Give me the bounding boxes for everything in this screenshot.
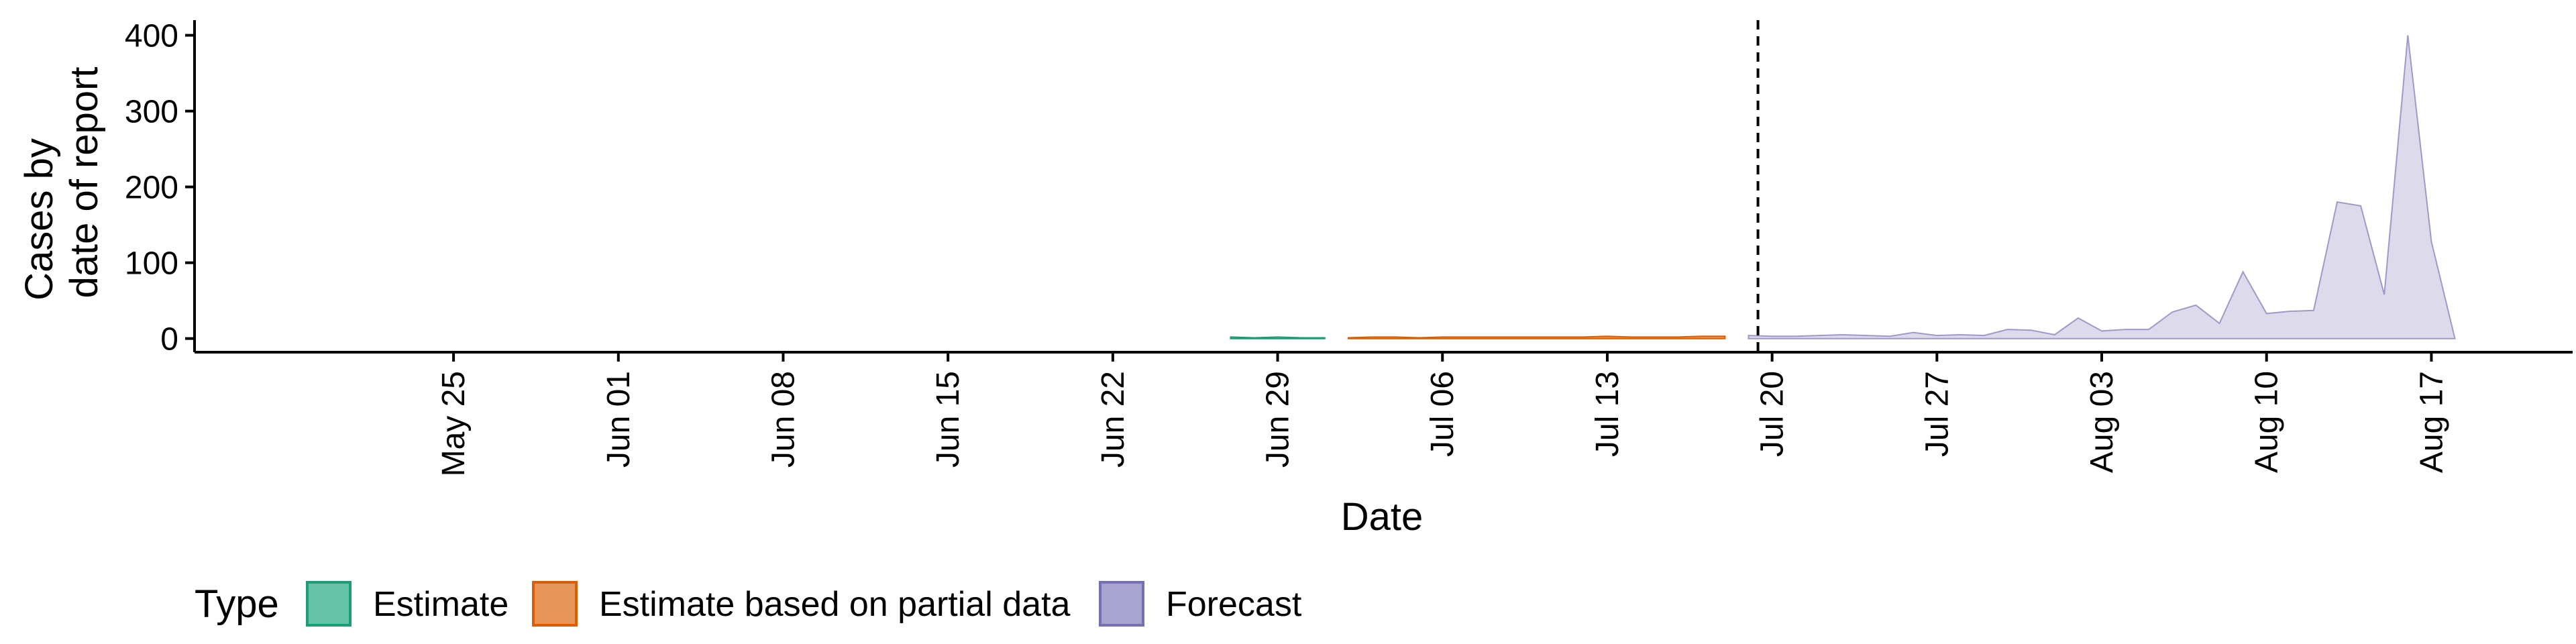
legend-title: Type	[195, 582, 279, 626]
series-band-1	[1347, 335, 1726, 339]
y-axis-title-line1: Cases by	[17, 138, 61, 301]
legend-key-2	[1099, 581, 1144, 627]
x-tick-label: Aug 17	[2414, 371, 2449, 473]
y-tick-label: 400	[125, 19, 178, 54]
legend: Type Estimate Estimate based on partial da…	[195, 581, 1302, 627]
x-tick-label: Jul 06	[1425, 371, 1460, 457]
x-tick-label: Jun 29	[1260, 371, 1296, 468]
x-tick-label: Jul 20	[1755, 371, 1790, 457]
plot-area	[1230, 20, 2456, 352]
x-tick-label: Jun 01	[601, 371, 637, 468]
series-band-0	[1230, 336, 1326, 339]
x-tick-label: Aug 10	[2249, 371, 2285, 473]
y-axis-title: Cases by date of report	[17, 67, 106, 301]
x-axis: May 25 Jun 01 Jun 08 Jun 15 Jun 22 Jun 29 Jul …	[195, 351, 2573, 476]
legend-key-1	[532, 581, 578, 627]
y-tick-label: 200	[125, 170, 178, 206]
legend-label-2: Forecast	[1166, 585, 1302, 624]
y-tick-label: 100	[125, 246, 178, 282]
y-axis: 0 100 200 300 400	[125, 19, 196, 358]
y-tick-label: 0	[160, 322, 178, 358]
x-tick-label: Jul 13	[1590, 371, 1625, 457]
x-tick-label: Jun 08	[765, 371, 801, 468]
x-tick-label: May 25	[436, 371, 472, 476]
y-axis-title-line2: date of report	[62, 67, 106, 299]
series-band-2	[1748, 35, 2456, 339]
legend-label-0: Estimate	[373, 585, 508, 624]
legend-key-0	[306, 581, 352, 627]
x-tick-label: Jul 27	[1919, 371, 1955, 457]
x-tick-label: Jun 15	[930, 371, 966, 468]
legend-label-1: Estimate based on partial data	[599, 585, 1071, 624]
x-tick-label: Aug 03	[2084, 371, 2120, 473]
x-tick-label: Jun 22	[1095, 371, 1131, 468]
x-axis-title: Date	[1341, 495, 1424, 539]
y-tick-label: 300	[125, 95, 178, 130]
